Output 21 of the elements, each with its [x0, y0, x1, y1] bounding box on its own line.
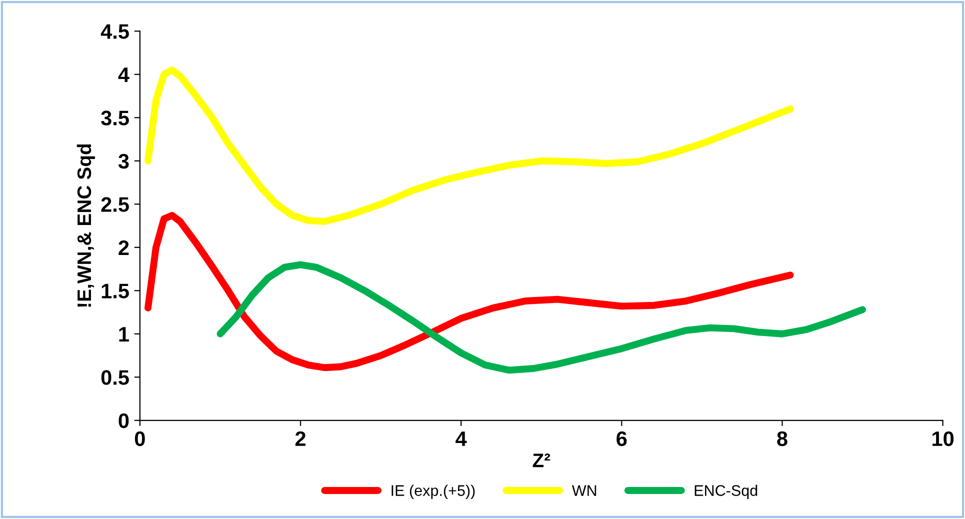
y-tick-label: 3 [118, 154, 129, 169]
legend-label: IE (exp.(+5)) [392, 484, 475, 499]
y-tick-label: 0.5 [101, 370, 129, 385]
x-tick-label: 0 [134, 431, 145, 446]
y-tick-label: 3.5 [101, 110, 129, 126]
y-axis-title: !E,WN,& ENC Sqd [76, 144, 95, 307]
y-tick-label: 2 [118, 240, 129, 255]
legend-label: ENC-Sqd [694, 484, 758, 499]
x-tick-label: 4 [456, 432, 467, 446]
x-tick-label: 2 [295, 431, 306, 446]
y-tick-label: 4 [118, 68, 130, 82]
x-tick-label: 6 [616, 431, 627, 446]
y-tick-label: 1 [119, 327, 129, 342]
x-tick-label: 10 [932, 431, 954, 446]
y-tick-label: 1.5 [102, 284, 129, 298]
x-axis-title: Z² [532, 454, 550, 468]
y-tick-label: 2.5 [101, 197, 129, 212]
y-tick-label: 4.5 [100, 24, 129, 39]
legend-label: WN [572, 485, 596, 496]
y-tick-label: 0 [118, 413, 129, 428]
x-tick-label: 8 [777, 431, 788, 446]
